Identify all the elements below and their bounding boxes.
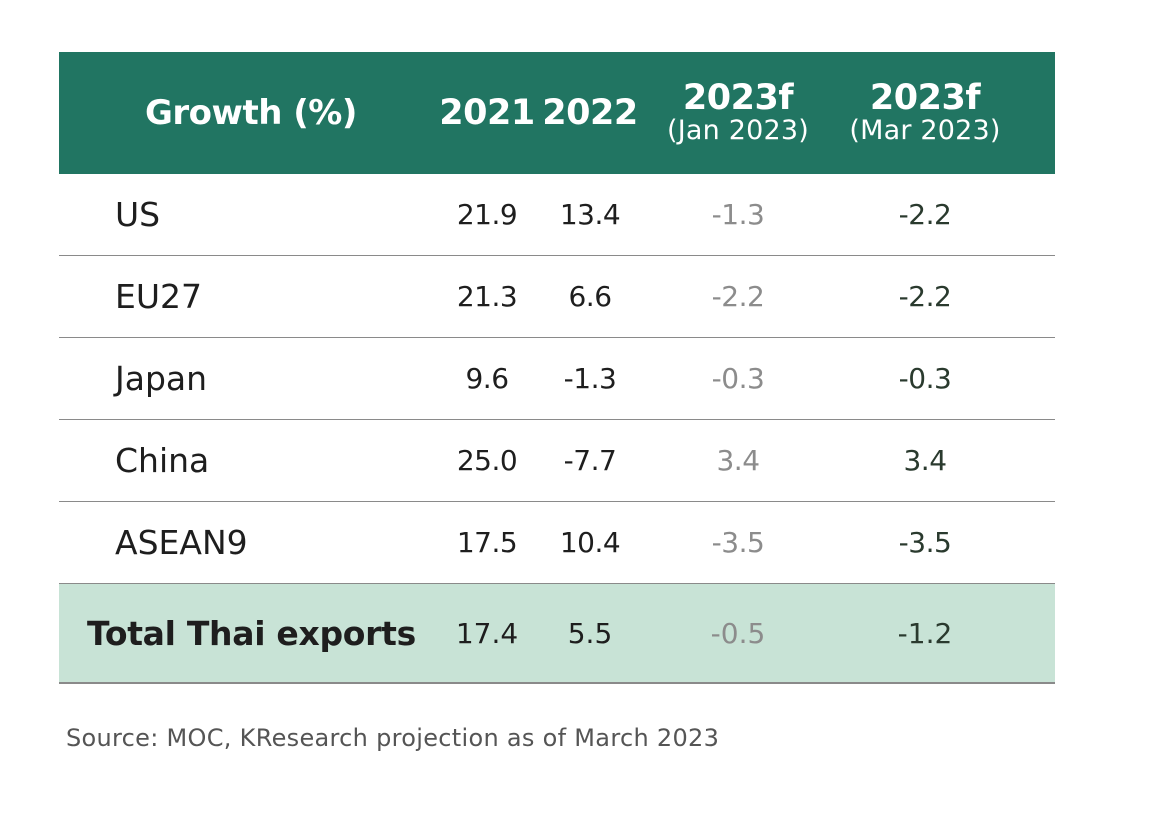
header-label-growth: Growth (%) <box>145 93 357 133</box>
cell-2022: -7.7 <box>563 444 617 477</box>
header-2023f-mar-main: 2023f <box>869 78 981 119</box>
cell-2022: 13.4 <box>559 198 621 231</box>
table-row-eu27: EU27 21.3 6.6 -2.2 -2.2 <box>59 256 1055 338</box>
total-label: Total Thai exports <box>87 613 416 653</box>
source-note: Source: MOC, KResearch projection as of … <box>66 724 720 752</box>
growth-table: Growth (%) 2021 2022 2023f (Jan 2023) 20… <box>59 52 1055 684</box>
cell-2023f-jan: -0.3 <box>711 362 765 395</box>
cell-2023f-mar: -2.2 <box>898 280 952 313</box>
cell-2021: 25.0 <box>456 444 518 477</box>
header-2021: 2021 <box>439 93 535 133</box>
header-2023f-jan: 2023f (Jan 2023) <box>645 80 831 145</box>
cell-2023f-mar: 3.4 <box>903 444 947 477</box>
cell-2023f-mar: -2.2 <box>898 198 952 231</box>
table-row-asean9: ASEAN9 17.5 10.4 -3.5 -3.5 <box>59 502 1055 584</box>
cell-2023f-jan: -3.5 <box>711 526 765 559</box>
cell-2022: 6.6 <box>568 280 612 313</box>
table-row-japan: Japan 9.6 -1.3 -0.3 -0.3 <box>59 338 1055 420</box>
cell-2023f-mar: -0.3 <box>898 362 952 395</box>
header-2023f-mar-sub: (Mar 2023) <box>849 115 1001 147</box>
total-cell-2023f-mar: -1.2 <box>897 616 953 650</box>
cell-2023f-jan: 3.4 <box>716 444 760 477</box>
header-2023f-mar: 2023f (Mar 2023) <box>831 80 1019 145</box>
cell-2022: 10.4 <box>559 526 621 559</box>
header-2023f-jan-sub: (Jan 2023) <box>667 115 809 147</box>
total-cell-2022: 5.5 <box>567 616 613 650</box>
cell-2021: 21.3 <box>456 280 518 313</box>
cell-2021: 9.6 <box>465 362 509 395</box>
row-label: China <box>115 441 210 480</box>
row-label: US <box>115 195 161 234</box>
table-row-china: China 25.0 -7.7 3.4 3.4 <box>59 420 1055 502</box>
row-label: Japan <box>115 359 208 398</box>
cell-2021: 17.5 <box>456 526 518 559</box>
table-row-total: Total Thai exports 17.4 5.5 -0.5 -1.2 <box>59 584 1055 684</box>
total-cell-2021: 17.4 <box>455 616 519 650</box>
header-2023f-jan-main: 2023f <box>682 78 794 119</box>
cell-2021: 21.9 <box>456 198 518 231</box>
cell-2023f-jan: -1.3 <box>711 198 765 231</box>
cell-2022: -1.3 <box>563 362 617 395</box>
header-2022: 2022 <box>542 93 638 133</box>
cell-2023f-jan: -2.2 <box>711 280 765 313</box>
total-cell-2023f-jan: -0.5 <box>710 616 766 650</box>
table-row-us: US 21.9 13.4 -1.3 -2.2 <box>59 174 1055 256</box>
cell-2023f-mar: -3.5 <box>898 526 952 559</box>
table-header-row: Growth (%) 2021 2022 2023f (Jan 2023) 20… <box>59 52 1055 174</box>
row-label: EU27 <box>115 277 202 316</box>
row-label: ASEAN9 <box>115 523 248 562</box>
